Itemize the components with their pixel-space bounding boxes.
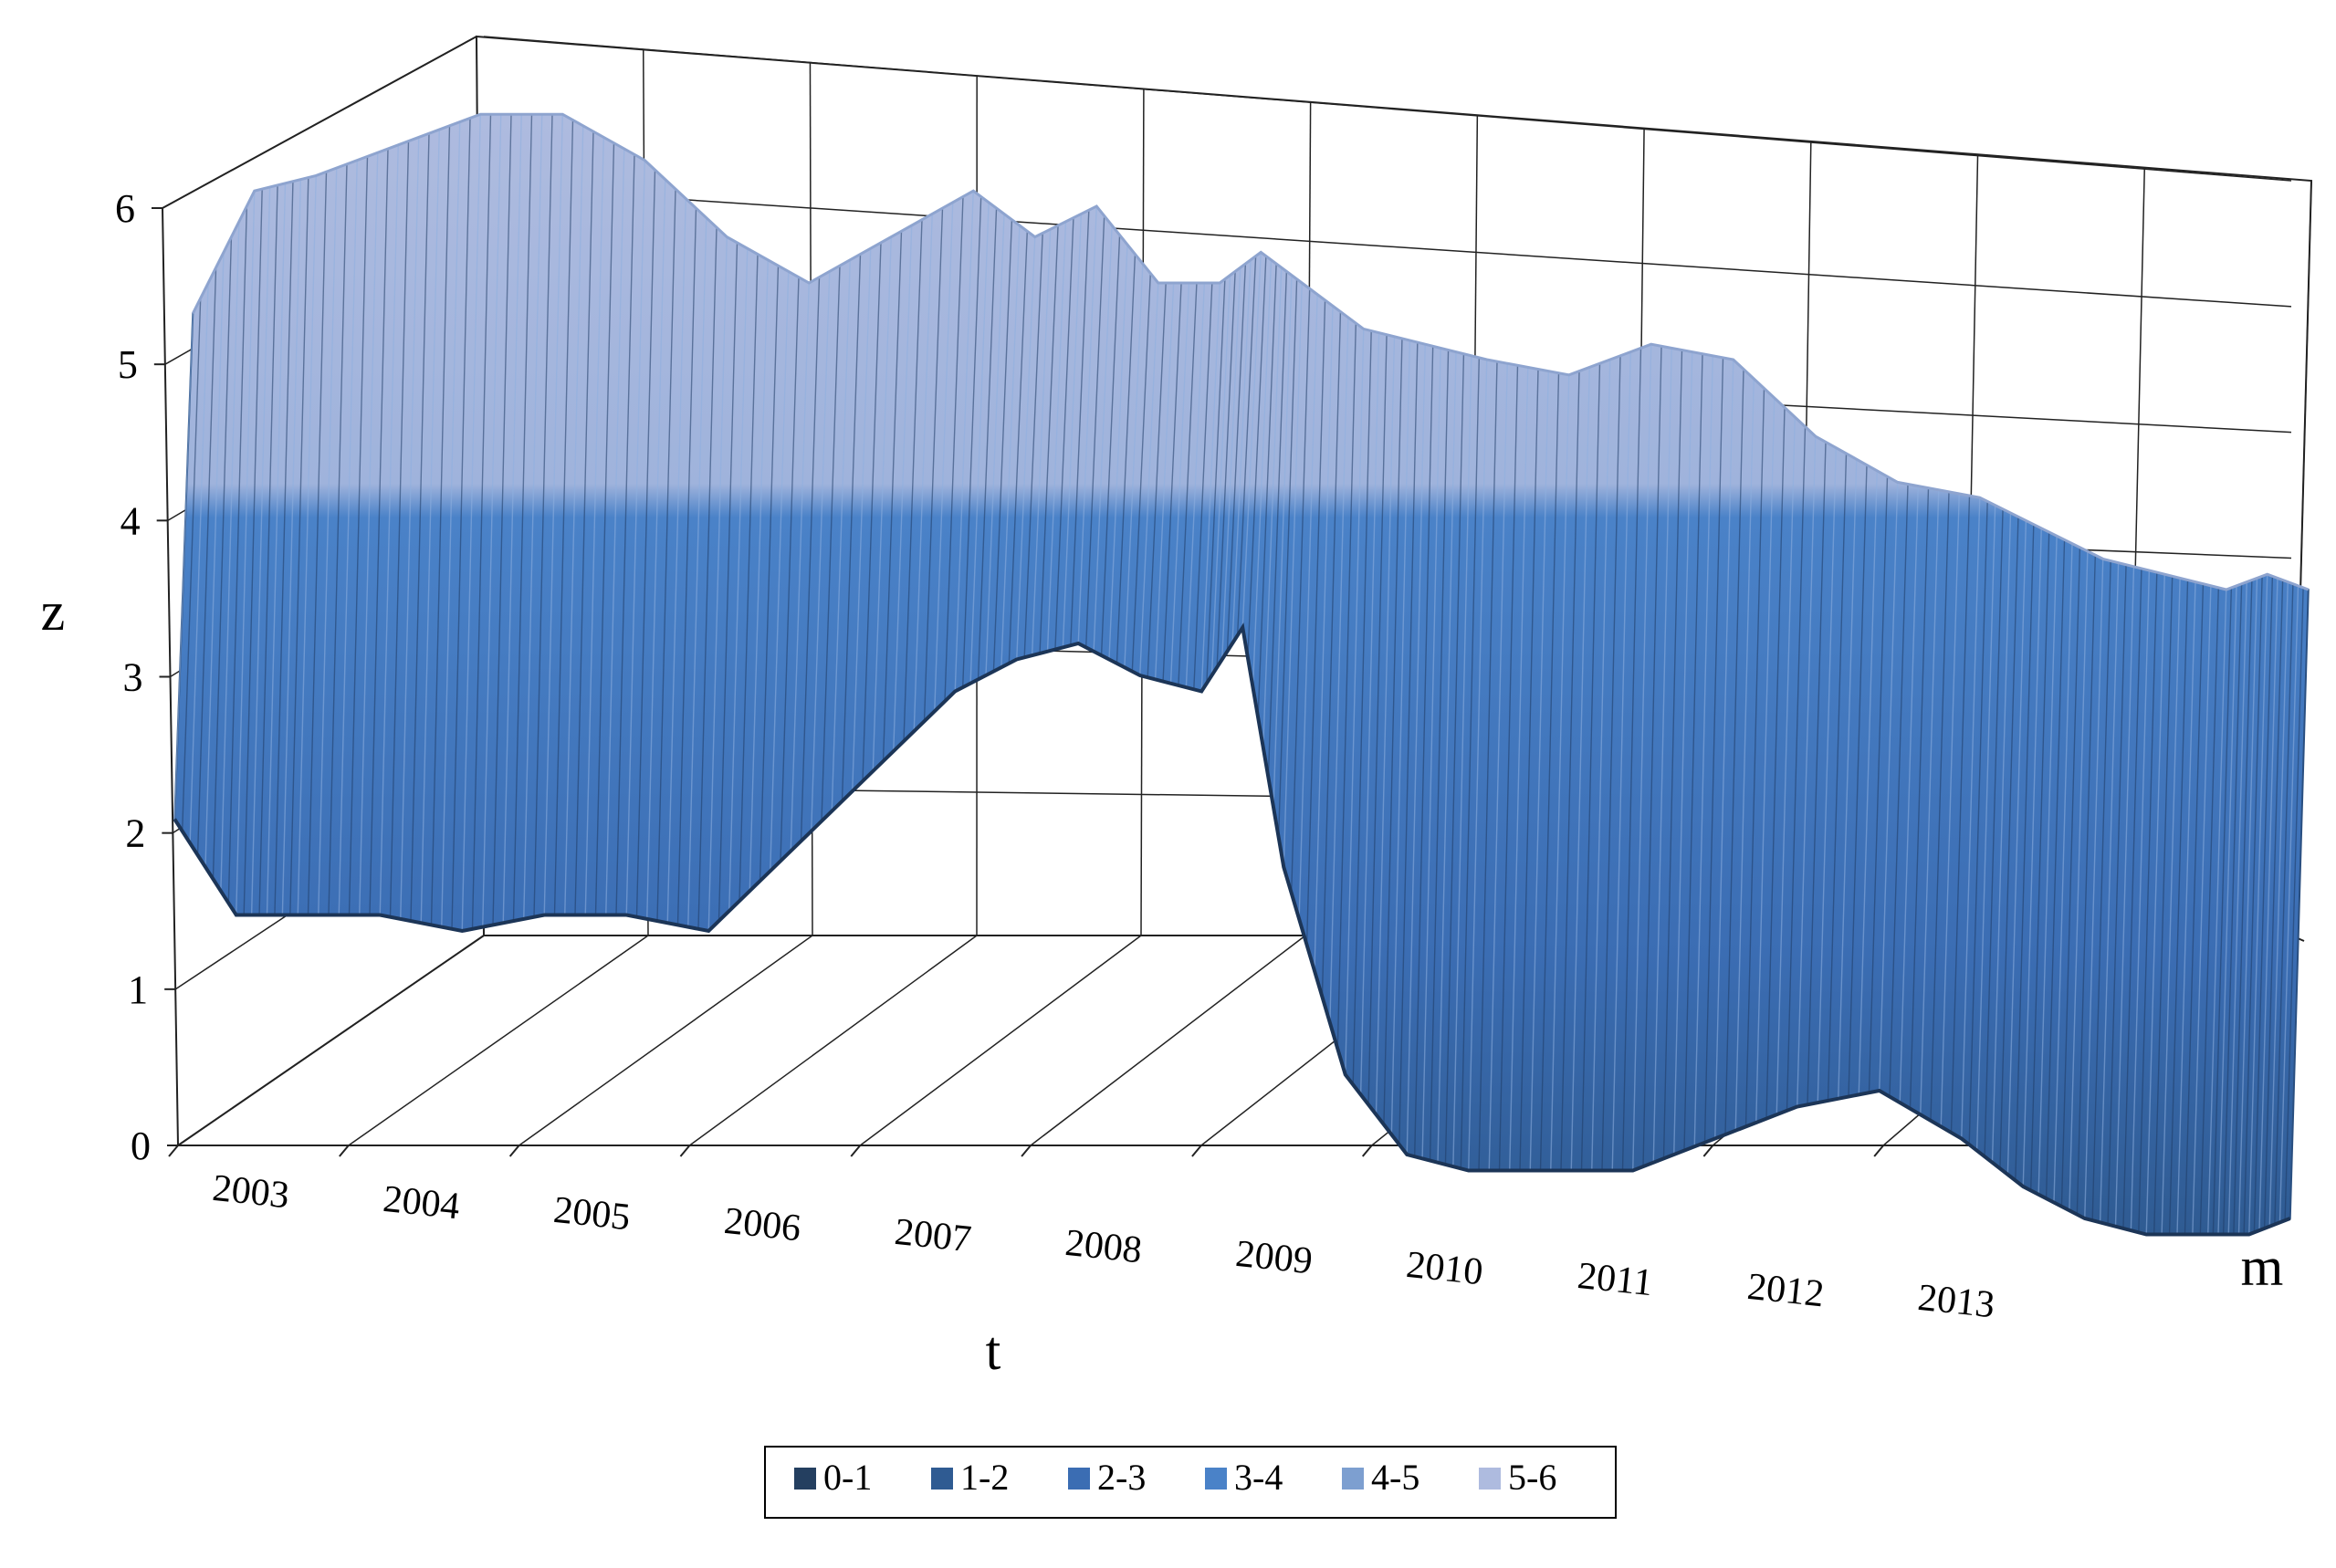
t-tick-label: 2010	[1404, 1244, 1484, 1294]
t-tick	[1363, 1145, 1372, 1156]
legend-label: 5-6	[1508, 1457, 1556, 1498]
t-tick-label: 2012	[1745, 1266, 1826, 1316]
t-tick	[340, 1145, 349, 1156]
z-tick-label: 2	[125, 811, 145, 856]
t-tick	[169, 1145, 178, 1156]
t-gridline-floor	[860, 936, 1141, 1145]
t-tick-label: 2008	[1063, 1222, 1144, 1272]
z-gridline-back	[484, 37, 2291, 181]
t-tick-label: 2009	[1234, 1233, 1315, 1283]
surface-body	[174, 114, 2309, 1234]
t-gridline-floor	[519, 936, 812, 1145]
m-axis-title: m	[2241, 1237, 2284, 1297]
t-tick-label: 2007	[893, 1211, 973, 1261]
surface-plot	[174, 114, 2309, 1234]
t-tick	[1021, 1145, 1031, 1156]
t-tick	[851, 1145, 860, 1156]
legend-label: 2-3	[1097, 1457, 1146, 1498]
z-axis-title: z	[41, 581, 66, 642]
legend-label: 0-1	[823, 1457, 872, 1498]
t-tick-label: 2013	[1916, 1277, 1996, 1327]
z-tick-label: 0	[131, 1124, 151, 1168]
t-tick	[1874, 1145, 1883, 1156]
z-tick-label: 6	[115, 186, 135, 231]
t-tick	[1703, 1145, 1713, 1156]
z-tick-label: 5	[118, 342, 138, 387]
legend: 0-1 1-2 2-3 3-4 4-5 5-6	[765, 1447, 1616, 1518]
t-gridline-floor	[1031, 936, 1305, 1145]
legend-swatch	[1205, 1468, 1227, 1490]
t-tick-label: 2011	[1576, 1255, 1655, 1304]
t-tick	[1192, 1145, 1201, 1156]
t-tick-label: 2003	[211, 1167, 291, 1218]
t-tick	[680, 1145, 689, 1156]
t-tick-label: 2006	[722, 1200, 802, 1250]
legend-swatch	[1479, 1468, 1501, 1490]
t-tick-label: 2004	[381, 1178, 461, 1228]
t-axis-title: t	[986, 1321, 1001, 1381]
legend-swatch	[931, 1468, 953, 1490]
z-tick-label: 3	[123, 655, 143, 700]
legend-swatch	[1342, 1468, 1364, 1490]
t-gridline-floor	[178, 936, 484, 1145]
z-tick-label: 4	[120, 498, 141, 543]
t-tick	[510, 1145, 519, 1156]
legend-label: 4-5	[1371, 1457, 1419, 1498]
legend-swatch	[794, 1468, 816, 1490]
legend-label: 1-2	[960, 1457, 1009, 1498]
legend-label: 3-4	[1234, 1457, 1283, 1498]
legend-swatch	[1068, 1468, 1090, 1490]
z-tick-label: 1	[128, 967, 148, 1012]
t-gridline-floor	[689, 936, 977, 1145]
t-tick-label: 2005	[551, 1189, 632, 1239]
t-gridline-floor	[349, 936, 648, 1145]
